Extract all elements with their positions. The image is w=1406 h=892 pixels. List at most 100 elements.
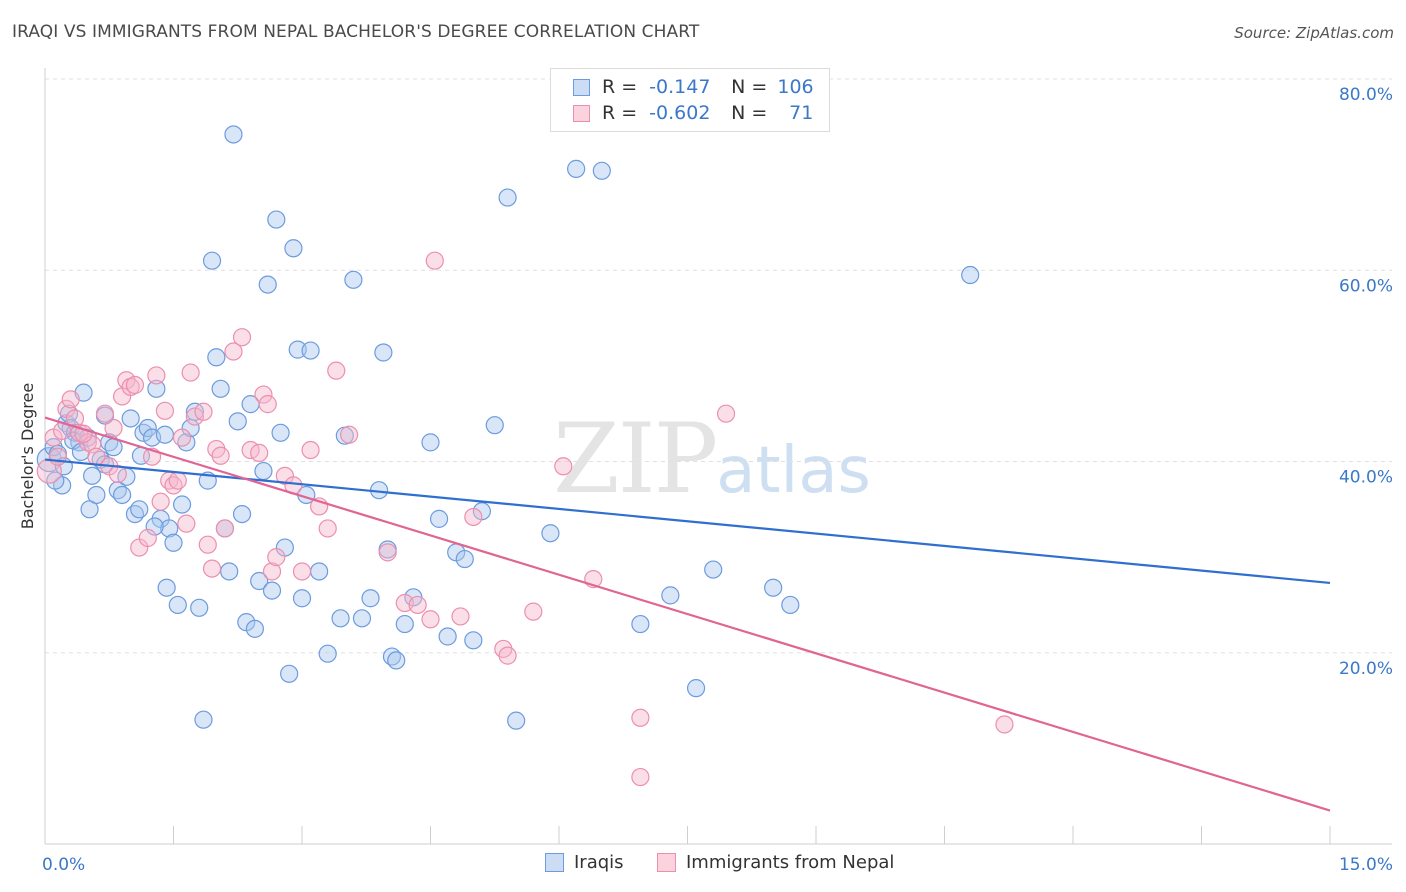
nepal-point	[48, 447, 67, 466]
iraqi-point	[228, 412, 247, 431]
nepal-point	[301, 440, 320, 460]
iraqis-swatch	[545, 853, 564, 872]
iraqi-point	[245, 619, 264, 638]
legend-item-iraqis: Iraqis	[545, 852, 624, 873]
iraqi-point	[271, 423, 290, 442]
iraqi-point	[194, 710, 213, 729]
iraqi-point	[541, 524, 560, 543]
iraqi-point	[421, 433, 440, 452]
iraqi-point	[258, 275, 277, 294]
iraqi-point	[168, 595, 187, 615]
x-tick-label: 15.0%	[1339, 855, 1393, 875]
nepal-trend-line	[44, 416, 1331, 812]
iraqi-point	[157, 578, 176, 597]
n-value: 71	[789, 102, 814, 124]
nepal-point	[151, 492, 170, 511]
nepal-point	[292, 562, 312, 581]
nepal-point	[138, 528, 157, 548]
iraqi-points	[36, 125, 980, 730]
n-label: N =	[731, 76, 768, 98]
r-label: R =	[602, 76, 638, 98]
iraqi-point	[262, 581, 282, 600]
iraqi-point	[87, 485, 106, 505]
nepal-point	[177, 514, 196, 533]
nepal-point	[378, 543, 397, 562]
iraqi-swatch	[573, 78, 590, 96]
nepal-point	[155, 401, 175, 420]
iraqi-point	[961, 265, 980, 285]
watermark-zip: ZIP	[553, 403, 718, 515]
iraqi-point	[172, 495, 192, 514]
iraqis-label: Iraqis	[574, 852, 624, 873]
iraqi-point	[288, 340, 307, 359]
iraqi-point	[374, 343, 393, 362]
iraqi-point	[485, 416, 504, 435]
r-value: -0.602	[649, 102, 711, 124]
nepal-point	[104, 418, 123, 438]
iraqi-point	[507, 711, 526, 730]
iraqi-point	[361, 589, 380, 608]
nepal-point	[716, 404, 736, 423]
r-value: -0.147	[649, 76, 711, 98]
iraqi-point	[318, 644, 337, 663]
nepal-point	[211, 446, 230, 465]
legend-row-nepal: R = -0.602 N = 71	[573, 100, 813, 126]
y-axis-title: Bachelor's Degree	[18, 383, 37, 529]
iraqi-point	[59, 404, 79, 423]
iraqi-point	[704, 560, 723, 579]
nepal-point	[125, 375, 145, 395]
iraqi-point	[83, 466, 102, 485]
axes	[44, 68, 1392, 845]
nepal-points	[36, 251, 1014, 787]
nepal-point	[425, 251, 444, 270]
watermark-atlas: atlas	[716, 434, 871, 508]
nepal-point	[185, 407, 205, 426]
iraqi-point	[202, 251, 222, 270]
nepal-point	[194, 402, 213, 421]
iraqi-point	[395, 614, 414, 634]
source-label: Source: ZipAtlas.com	[1234, 24, 1394, 42]
nepal-point	[215, 519, 234, 538]
iraqi-point	[138, 418, 157, 438]
iraqi-point	[292, 589, 312, 608]
iraqi-point	[284, 239, 303, 258]
iraqi-point	[631, 614, 650, 634]
nepal-point	[250, 443, 269, 462]
iraqi-point	[352, 609, 372, 628]
iraqi-point	[211, 379, 230, 398]
iraqi-point	[764, 578, 783, 597]
iraqi-point	[147, 379, 166, 398]
nepal-point	[232, 328, 252, 347]
legend-item-nepal: Immigrants from Nepal	[657, 852, 894, 873]
nepal-swatch	[657, 853, 676, 872]
stats-legend: R = -0.147 N = 106 R = -0.602 N = 71	[550, 68, 830, 132]
nepal-point	[340, 425, 359, 444]
iraqi-point	[310, 562, 329, 581]
series-legend: Iraqis Immigrants from Nepal	[0, 852, 1406, 878]
iraqi-point	[567, 159, 586, 178]
iraqi-point	[164, 533, 183, 552]
nepal-point	[258, 395, 277, 414]
nepal-point	[524, 602, 543, 621]
nepal-swatch	[573, 104, 590, 122]
y-tick-label: 20.0%	[1339, 659, 1393, 679]
iraqi-point	[232, 504, 252, 524]
y-tick-label: 40.0%	[1339, 468, 1393, 488]
nepal-point	[198, 535, 217, 554]
nepal-point	[451, 607, 470, 626]
iraqi-point	[160, 519, 179, 538]
nepal-point	[421, 610, 440, 629]
nepal-point	[554, 457, 573, 476]
iraqi-trend-line	[44, 458, 1331, 585]
iraqi-point	[207, 348, 226, 367]
nepal-point	[408, 595, 427, 615]
iraqi-point	[121, 409, 140, 428]
nepal-point	[181, 363, 200, 382]
iraqi-point	[429, 509, 449, 528]
r-label: R =	[602, 102, 638, 124]
iraqi-point	[686, 679, 706, 698]
iraqi-point	[254, 461, 273, 481]
y-tick-label: 80.0%	[1339, 85, 1393, 105]
iraqi-point	[190, 598, 209, 617]
